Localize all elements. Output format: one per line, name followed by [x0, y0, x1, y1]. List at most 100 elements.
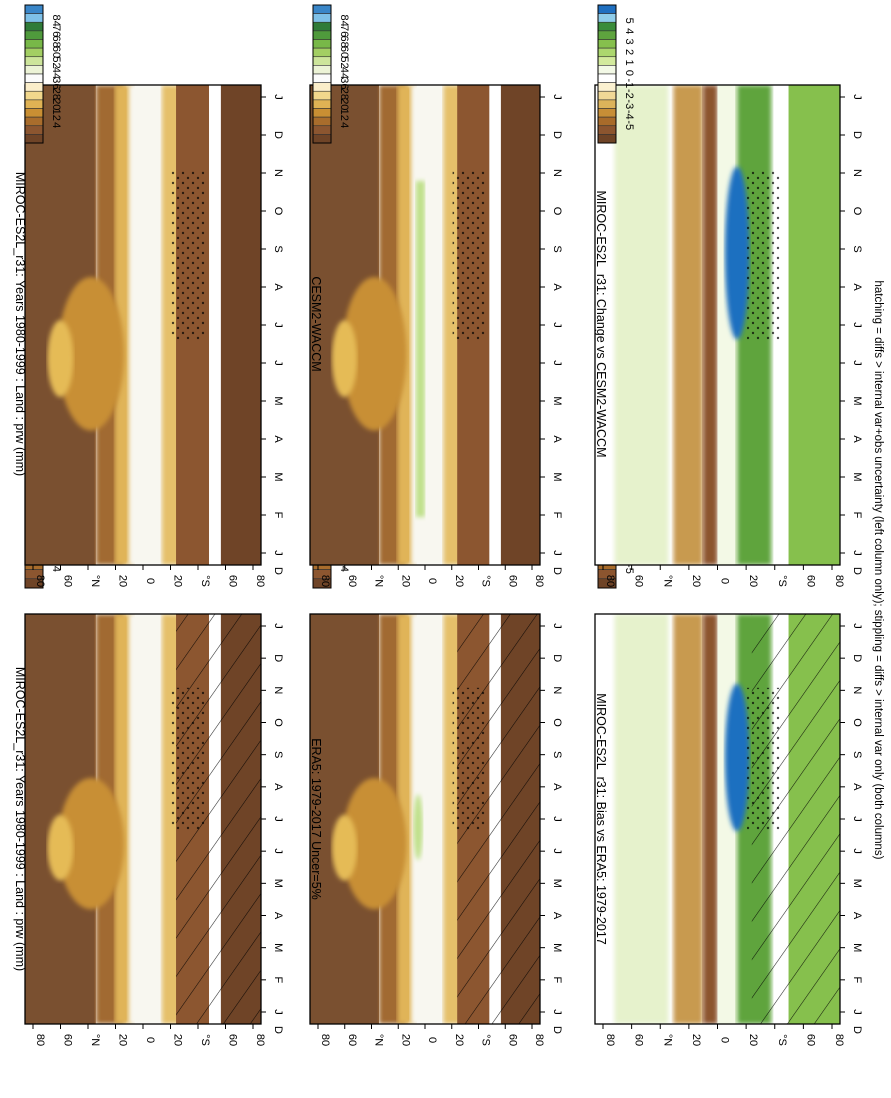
colorbar-label: 28 [338, 88, 350, 100]
lat-tick-label: 60 [804, 575, 816, 587]
month-tick-label: J [272, 623, 284, 629]
colorbar-swatch [597, 13, 617, 23]
colorbar-swatch [312, 99, 332, 109]
month-tick-label: A [851, 783, 863, 791]
panel-title: CESM2-WACCM [309, 276, 323, 371]
field-band [128, 614, 167, 1024]
lat-tick-label: °N [661, 1034, 673, 1046]
field-bulge [342, 277, 407, 431]
colorbar-swatch [597, 116, 617, 127]
colorbar-swatch [24, 39, 44, 49]
month-tick-label: J [272, 322, 284, 328]
colorbar-label: -4 [623, 110, 635, 120]
lat-tick-label: 20 [399, 575, 411, 587]
figure-footnote: hatching = diffs > internal var+obs unce… [872, 280, 884, 859]
colorbar-swatch [24, 4, 44, 14]
month-tick-label: D [551, 567, 563, 575]
panel-title: MIROC-ES2L_r31: Years 1980-1999 : Land :… [13, 667, 27, 971]
colorbar-swatch [24, 125, 44, 135]
month-tick-label: F [851, 976, 863, 983]
month-tick-label: N [272, 169, 284, 177]
colorbar-swatch [24, 82, 44, 92]
heatmap-field [25, 85, 261, 565]
lat-tick-label: 60 [804, 1034, 816, 1046]
lat-tick-label: 80 [254, 575, 266, 587]
lat-tick-label: °N [89, 1034, 101, 1046]
lat-tick-label: 20 [747, 1034, 759, 1046]
field-bulge [342, 778, 407, 910]
colorbar-label: 76 [50, 25, 62, 37]
month-tick-label: D [272, 567, 284, 575]
lat-tick-label: 20 [453, 1034, 465, 1046]
stippling-overlay [171, 171, 205, 340]
month-tick-label: J [851, 816, 863, 822]
lat-tick-label: °N [373, 575, 385, 587]
colorbar-label: 5 [623, 18, 635, 24]
field-band [614, 85, 669, 565]
field-bulge [47, 814, 74, 881]
lat-tick-label: 20 [690, 1034, 702, 1046]
month-tick-label: M [272, 472, 284, 481]
colorbar-swatch [24, 30, 44, 40]
colorbar-swatch [597, 90, 617, 101]
colorbar-label: 3 [623, 39, 635, 45]
lat-tick-label: 0 [426, 578, 438, 584]
lat-tick-label: °S [199, 575, 211, 587]
field-band [614, 614, 669, 1024]
colorbar-frame [24, 4, 44, 144]
field-bulge [47, 320, 74, 397]
colorbar-swatch [312, 108, 332, 118]
colorbar-swatch [312, 125, 332, 135]
lat-tick-label: 0 [144, 1037, 156, 1043]
field-band [397, 85, 416, 565]
colorbar-swatch [597, 30, 617, 40]
colorbar-swatch [312, 82, 332, 92]
lat-tick-label: 80 [833, 575, 845, 587]
month-tick-label: J [551, 550, 563, 556]
lat-tick-label: 80 [533, 1034, 545, 1046]
month-tick-label: D [272, 131, 284, 139]
month-tick-label: D [551, 131, 563, 139]
month-tick-label: M [551, 943, 563, 952]
month-tick-label: O [851, 207, 863, 216]
lat-tick-label: 0 [144, 578, 156, 584]
month-tick-label: D [551, 1026, 563, 1034]
colorbar-swatch [312, 134, 332, 144]
month-tick-label: D [272, 1026, 284, 1034]
month-tick-label: J [551, 623, 563, 629]
month-tick-label: A [551, 783, 563, 791]
field-band [788, 85, 840, 565]
colorbar-swatch [597, 134, 617, 144]
field-band [397, 614, 416, 1024]
month-tick-label: J [272, 360, 284, 366]
month-tick-label: A [551, 435, 563, 443]
colorbar-label: 12 [50, 109, 62, 121]
month-tick-label: J [851, 94, 863, 100]
month-tick-label: M [551, 396, 563, 405]
colorbar-swatch [24, 56, 44, 66]
lat-tick-label: 80 [604, 1034, 616, 1046]
stippling-overlay [452, 687, 485, 832]
colorbar-frame [312, 4, 332, 144]
colorbar-swatch [597, 73, 617, 83]
lat-tick-label: 60 [227, 1034, 239, 1046]
colorbar-label: 44 [50, 67, 62, 79]
month-tick-label: A [851, 283, 863, 291]
month-tick-label: F [551, 976, 563, 983]
lat-tick-label: °N [661, 575, 673, 587]
field-blob [724, 166, 750, 340]
colorbar-swatch [597, 56, 617, 66]
field-bulge [331, 320, 358, 397]
colorbar-label: 68 [338, 35, 350, 47]
month-tick-label: F [851, 512, 863, 519]
lat-tick-label: 60 [346, 1034, 358, 1046]
month-tick-label: O [851, 718, 863, 727]
colorbar-swatch [597, 4, 617, 14]
colorbar-swatch [24, 134, 44, 144]
heatmap-field [595, 85, 840, 565]
colorbar-swatch [312, 4, 332, 14]
colorbar-label: -5 [623, 564, 635, 574]
month-tick-label: J [851, 360, 863, 366]
